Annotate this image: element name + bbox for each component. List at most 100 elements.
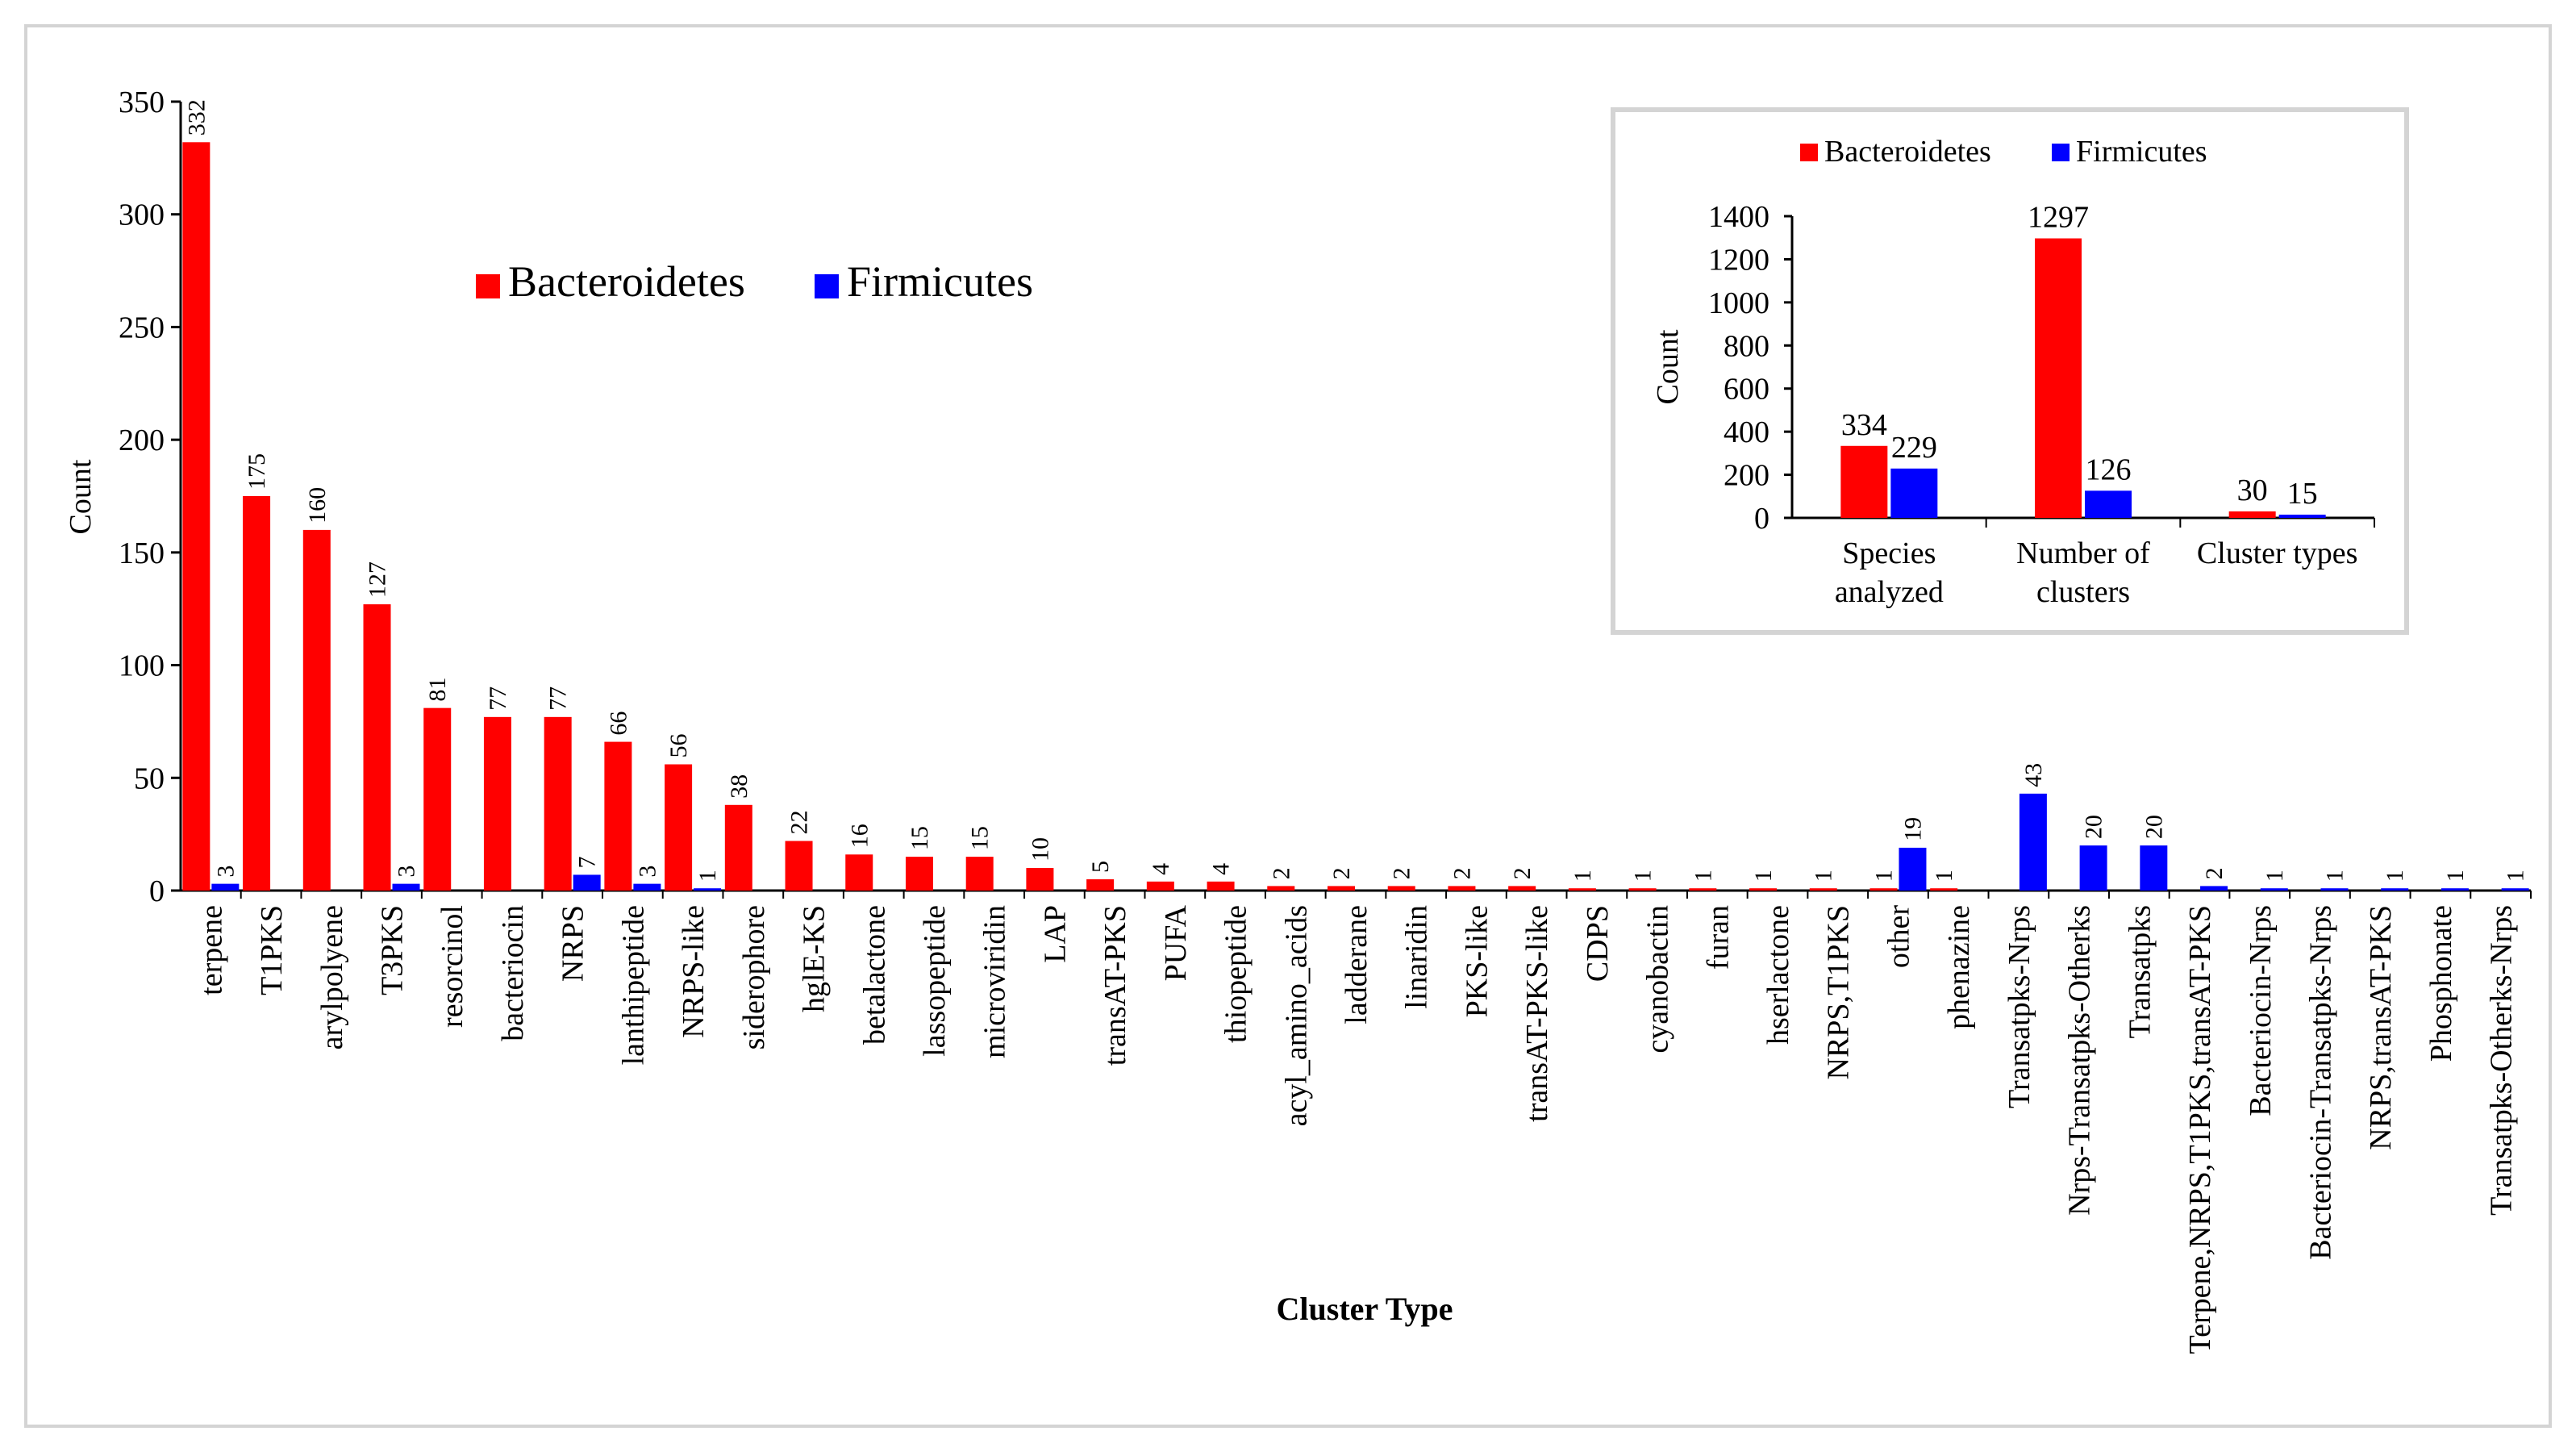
bar-bacteroidetes-thiopeptide	[1207, 881, 1235, 891]
bar-firmicutes-t3pks	[392, 883, 420, 891]
y-axis-title: Count	[64, 459, 98, 534]
x-tick-label-linaridin: linaridin	[1400, 905, 1434, 1009]
inset-data-label-firmicutes-species-analyzed: 229	[1891, 431, 1937, 465]
inset-bar-firmicutes-species-analyzed	[1890, 468, 1938, 518]
data-label-bacteroidetes-terpene: 332	[183, 99, 210, 136]
legend-label-bacteroidetes: Bacteroidetes	[508, 257, 745, 306]
data-label-bacteroidetes-t1pks: 175	[244, 453, 270, 490]
data-label-bacteroidetes-nrps-t1pks: 1	[1811, 870, 1837, 882]
inset-data-label-bacteroidetes-species-analyzed: 334	[1841, 408, 1887, 442]
inset-y-axis-title: Count	[1651, 329, 1685, 404]
inset-y-tick-label: 200	[1724, 459, 1769, 493]
bar-bacteroidetes-pufa	[1146, 881, 1174, 891]
x-tick-label-furan: furan	[1701, 905, 1735, 970]
bar-bacteroidetes-arylpolyene	[302, 529, 331, 891]
inset-legend-swatch-firmicutes	[2052, 144, 2070, 161]
data-label-firmicutes-terpene: 3	[212, 866, 239, 878]
bar-bacteroidetes-resorcinol	[423, 707, 452, 891]
x-tick-label-phenazine: phenazine	[1942, 905, 1976, 1029]
bar-firmicutes-nrps-like	[694, 888, 722, 891]
data-label-firmicutes-transatpks-nrps: 43	[2020, 763, 2047, 787]
data-label-firmicutes-bacteriocin-nrps: 1	[2261, 870, 2288, 882]
x-tick-label-lassopeptide: lassopeptide	[918, 905, 952, 1057]
x-tick-label-resorcinol: resorcinol	[436, 905, 469, 1028]
bar-firmicutes-nrps	[573, 874, 601, 891]
bar-bacteroidetes-hserlactone	[1749, 888, 1778, 891]
x-tick-label-transatpks: Transatpks	[2123, 905, 2157, 1038]
bar-bacteroidetes-siderophore	[724, 804, 752, 891]
inset-bar-firmicutes-cluster-types	[2278, 514, 2326, 518]
bar-firmicutes-phosphonate	[2441, 888, 2469, 891]
data-label-bacteroidetes-ladderane: 2	[1328, 867, 1355, 879]
x-tick-label-hgle-ks: hglE-KS	[798, 905, 832, 1012]
data-label-bacteroidetes-thiopeptide: 4	[1208, 863, 1235, 875]
bar-bacteroidetes-cdps	[1568, 888, 1596, 891]
inset-legend: Bacteroidetes Firmicutes	[1800, 135, 2207, 169]
inset-data-label-bacteroidetes-cluster-types: 30	[2237, 474, 2268, 507]
data-label-bacteroidetes-nrps-like: 56	[665, 734, 692, 758]
bar-bacteroidetes-nrps	[544, 716, 572, 891]
x-tick-label-lap: LAP	[1038, 905, 1072, 963]
x-tick-label-other: other	[1882, 905, 1915, 968]
main-plot: 050100150200250300350terpene3323T1PKS175…	[119, 86, 2532, 1354]
data-label-bacteroidetes-t3pks: 127	[365, 561, 391, 598]
inset-data-label-firmicutes-number-of-clusters: 126	[2086, 453, 2132, 486]
x-tick-label-transatpks-otherks-nrps: Transatpks-Otherks-Nrps	[2485, 905, 2519, 1216]
data-label-bacteroidetes-lap: 10	[1027, 837, 1053, 862]
data-label-firmicutes-terpene-nrps-t1pks-transat-pks: 2	[2201, 867, 2228, 879]
y-tick-label: 200	[119, 424, 165, 457]
inset-legend-label-firmicutes: Firmicutes	[2076, 135, 2207, 169]
x-tick-label-nrps-t1pks: NRPS,T1PKS	[1822, 905, 1856, 1079]
x-tick-label-arylpolyene: arylpolyene	[315, 905, 349, 1049]
inset-data-label-bacteroidetes-number-of-clusters: 1297	[2028, 201, 2089, 235]
data-label-firmicutes-transatpks: 20	[2140, 815, 2167, 839]
bar-bacteroidetes-linaridin	[1387, 886, 1415, 891]
inset-bar-bacteroidetes-cluster-types	[2228, 511, 2276, 518]
y-tick-label: 100	[119, 649, 165, 683]
bar-firmicutes-lanthipeptide	[633, 883, 661, 891]
bar-firmicutes-terpene	[211, 883, 240, 891]
inset-bar-bacteroidetes-species-analyzed	[1840, 445, 1888, 518]
data-label-firmicutes-phosphonate: 1	[2442, 870, 2469, 882]
bar-bacteroidetes-microviridin	[965, 857, 994, 891]
bar-firmicutes-bacteriocin-nrps	[2260, 888, 2288, 891]
legend-swatch-firmicutes	[815, 274, 839, 298]
x-tick-label-lanthipeptide: lanthipeptide	[616, 905, 650, 1065]
inset-y-tick-label: 1000	[1708, 286, 1769, 320]
x-tick-label-pks-like: PKS-like	[1460, 905, 1494, 1017]
y-tick-label: 350	[119, 86, 165, 119]
data-label-bacteroidetes-linaridin: 2	[1389, 867, 1415, 879]
inset-legend-swatch-bacteroidetes	[1800, 144, 1818, 161]
bar-bacteroidetes-cyanobactin	[1628, 888, 1657, 891]
x-tick-label-bacteriocin: bacteriocin	[496, 905, 530, 1041]
y-tick-label: 0	[149, 874, 165, 908]
bar-bacteroidetes-transat-pks	[1086, 879, 1115, 891]
data-label-firmicutes-nrps-transat-pks: 1	[2382, 870, 2408, 882]
data-label-bacteroidetes-pks-like: 2	[1448, 867, 1475, 879]
inset-data-label-firmicutes-cluster-types: 15	[2287, 477, 2318, 511]
data-label-firmicutes-lanthipeptide: 3	[634, 866, 661, 878]
x-tick-label-acyl-amino-acids: acyl_amino_acids	[1279, 905, 1313, 1126]
x-tick-label-thiopeptide: thiopeptide	[1219, 905, 1253, 1043]
x-tick-label-nrps-transatpks-otherks: Nrps-Transatpks-Otherks	[2063, 905, 2097, 1216]
main-legend: Bacteroidetes Firmicutes	[476, 257, 1033, 306]
inset-x-tick-label-species-analyzed: Species analyzed	[1835, 536, 1944, 609]
bar-bacteroidetes-t1pks	[243, 496, 271, 891]
inset-plot: 0 200 400 600 800 1000 1200 1400 Species analyzed…	[1708, 200, 2375, 609]
x-tick-label-terpene: terpene	[194, 905, 228, 995]
data-label-bacteroidetes-resorcinol: 81	[424, 678, 451, 702]
x-tick-label-phosphonate: Phosphonate	[2424, 905, 2458, 1062]
inset-legend-label-bacteroidetes: Bacteroidetes	[1824, 135, 1991, 169]
x-tick-label-t3pks: T3PKS	[376, 905, 410, 995]
x-axis-title: Cluster Type	[1277, 1291, 1453, 1327]
data-label-bacteroidetes-microviridin: 15	[967, 826, 994, 850]
data-label-bacteroidetes-siderophore: 38	[726, 774, 752, 799]
bar-bacteroidetes-hgle-ks	[785, 841, 813, 891]
x-tick-label-cyanobactin: cyanobactin	[1641, 905, 1675, 1054]
x-tick-label-transatpks-nrps: Transatpks-Nrps	[2003, 905, 2036, 1108]
bar-firmicutes-bacteriocin-transatpks-nrps	[2320, 888, 2349, 891]
data-label-bacteroidetes-cyanobactin: 1	[1630, 870, 1657, 882]
bar-bacteroidetes-bacteriocin	[483, 716, 511, 891]
bar-firmicutes-transatpks	[2140, 845, 2168, 891]
data-label-firmicutes-other: 19	[1899, 817, 1926, 841]
